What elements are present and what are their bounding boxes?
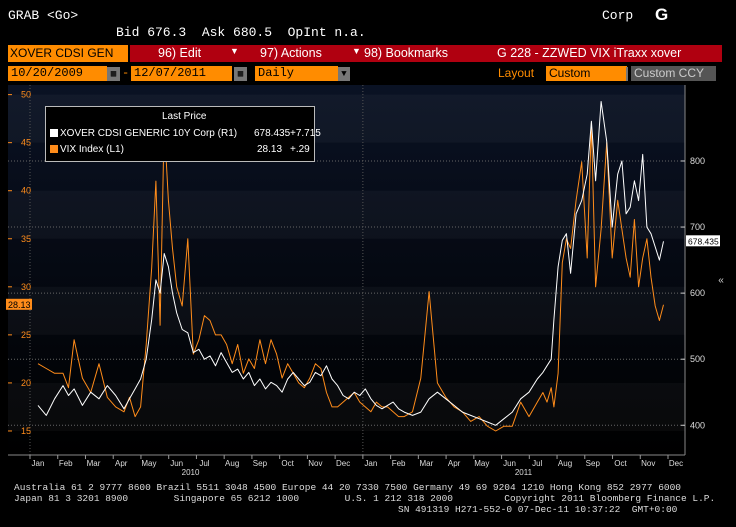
calendar-icon[interactable]: ▦ [107,67,120,81]
x-tick-label: Apr [448,459,461,468]
chevron-left-icon[interactable]: « [718,276,725,287]
legend-value: 28.13 [257,144,283,155]
x-tick-label: Dec [336,459,350,468]
menu-bookmarks[interactable]: 98) Bookmarks [364,46,449,60]
right-last-text: 678.435 [688,236,719,246]
quote-line: Bid 676.3 Ask 680.5 OpInt n.a. [116,25,366,40]
menu-actions[interactable]: 97) Actions [260,46,322,60]
legend-series-name: XOVER CDSI GENERIC 10Y Corp (R1) [60,128,238,139]
end-date-field[interactable]: 12/07/2011 [131,66,232,81]
legend-series-name: VIX Index (L1) [60,144,124,155]
x-tick-label: Jun [503,459,516,468]
x-tick-label: Sep [586,459,601,468]
x-tick-label: Feb [59,459,73,468]
right-tick-label: 700 [690,222,705,232]
legend-change: +7.715 [290,128,321,139]
x-tick-label: Nov [641,459,655,468]
chevron-down-icon[interactable]: ▼ [352,46,361,56]
calendar-icon[interactable]: ▦ [234,67,247,81]
plot-band [8,383,685,431]
right-last-badge [686,235,720,247]
left-last-text: 28.13 [8,300,31,310]
x-tick-label: Jul [199,459,209,468]
x-tick-label: Apr [115,459,128,468]
layout-field[interactable]: Custom [546,66,627,81]
menu-bar [130,45,722,62]
layout-label: Layout [498,66,535,80]
left-tick-label: 30 [21,282,31,292]
left-tick-label: 40 [21,186,31,196]
start-date-field[interactable]: 10/20/2009 [8,66,107,81]
legend-value: 678.435 [254,128,291,139]
sector-label: Corp [602,8,634,23]
x-tick-label: Jan [32,459,45,468]
x-tick-label: Aug [558,459,572,468]
footer-line-1: Australia 61 2 9777 8600 Brazil 5511 304… [14,482,682,493]
graph-title: G 228 - ZZWED VIX iTraxx xover [497,46,682,60]
footer-line-2: Japan 81 3 3201 8900 Singapore 65 6212 1… [14,493,716,504]
legend-row: XOVER CDSI GENERIC 10Y Corp (R1) [50,128,237,139]
command-line[interactable]: GRAB <Go> [8,8,79,23]
right-tick-label: 500 [690,354,705,364]
year-label: 2010 [182,468,200,475]
x-tick-label: Jul [532,459,542,468]
x-tick-label: Oct [614,459,627,468]
x-tick-label: Nov [308,459,322,468]
left-last-badge [6,298,32,310]
right-tick-label: 600 [690,288,705,298]
chevron-down-icon[interactable]: ▼ [338,67,350,81]
right-tick-label: 400 [690,420,705,430]
series-line [37,101,664,426]
bloomberg-logo-icon: G [655,5,669,24]
chevron-down-icon[interactable] [626,67,628,81]
legend-swatch [50,145,58,154]
plot-band [8,287,685,335]
chart-legend: Last Price XOVER CDSI GENERIC 10Y Corp (… [45,106,321,162]
legend-row: VIX Index (L1) [50,144,124,155]
x-tick-label: Mar [419,459,433,468]
x-tick-label: Dec [669,459,683,468]
x-tick-label: Aug [225,459,239,468]
legend-title: Last Price [162,111,207,122]
date-separator: - [122,66,130,80]
chevron-down-icon[interactable]: ▼ [230,46,239,56]
left-tick-label: 25 [21,330,31,340]
left-tick-label: 35 [21,234,31,244]
legend-swatch [50,129,58,138]
currency-field[interactable]: Custom CCY [631,66,716,81]
legend-change: +.29 [290,144,310,155]
right-last-value: 678.435 [686,235,720,247]
x-tick-label: May [474,459,489,468]
security-field[interactable]: XOVER CDSI GEN [8,45,128,62]
x-tick-label: May [141,459,156,468]
x-tick-label: Mar [87,459,101,468]
period-field[interactable]: Daily [255,66,338,81]
x-tick-label: Oct [281,459,294,468]
x-tick-label: Jun [170,459,183,468]
year-label: 2011 [515,468,533,475]
right-tick-label: 800 [690,156,705,166]
left-tick-label: 20 [21,378,31,388]
left-last-value: 28.13 [6,298,32,310]
footer-line-3: SN 491319 H271-552-0 07-Dec-11 10:37:22 … [398,504,678,515]
left-tick-label: 50 [21,90,31,100]
left-tick-label: 45 [21,138,31,148]
x-tick-label: Feb [392,459,406,468]
menu-edit[interactable]: 96) Edit [158,46,202,60]
x-tick-label: Sep [253,459,268,468]
x-tick-label: Jan [364,459,377,468]
left-tick-label: 15 [21,426,31,436]
